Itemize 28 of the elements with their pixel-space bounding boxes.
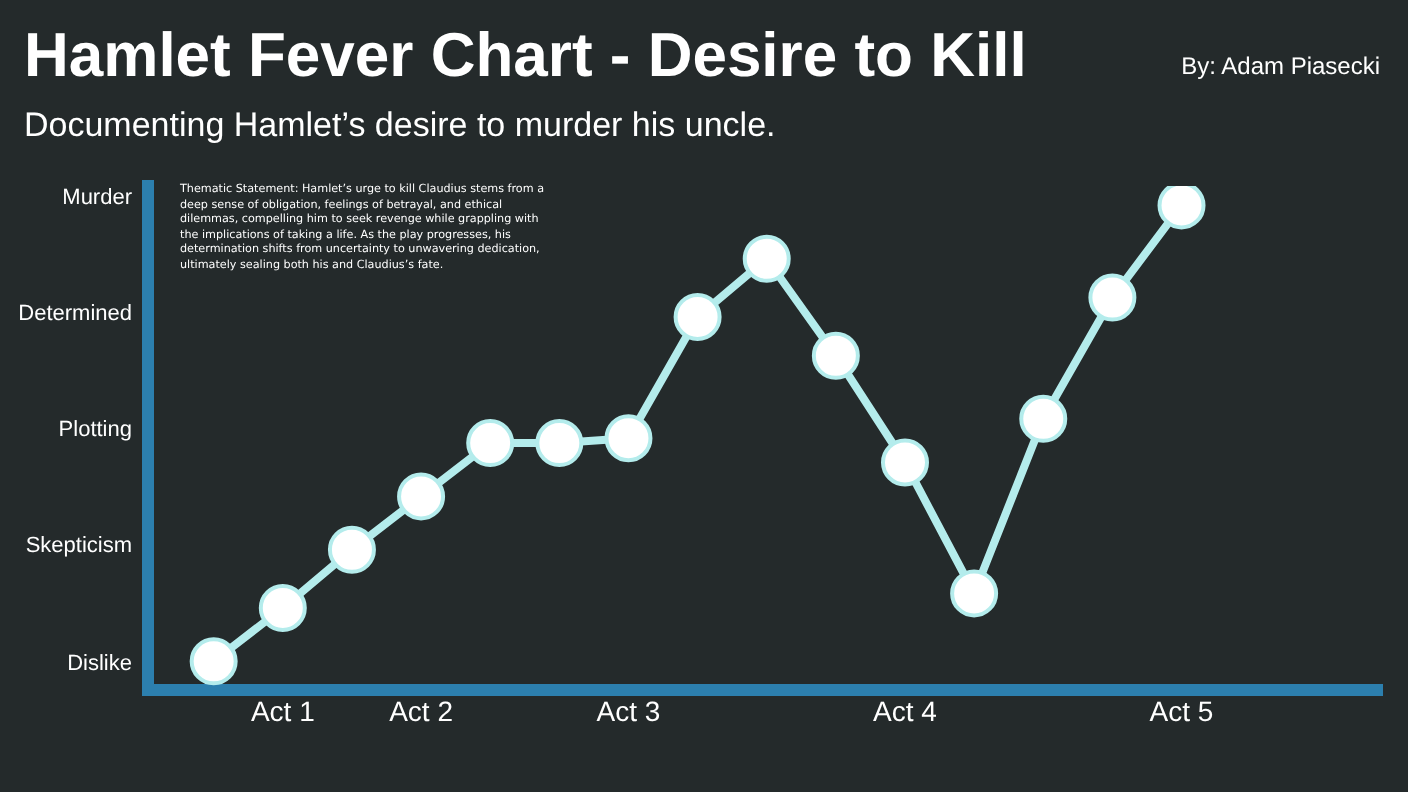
text: Murder xyxy=(62,186,132,210)
point xyxy=(466,419,515,468)
text: By: Adam Piasecki xyxy=(1181,52,1380,80)
point xyxy=(1157,186,1206,230)
x-tick-label: Act 5 xyxy=(1149,694,1214,727)
x-tick-label: Act 2 xyxy=(389,694,454,727)
text: Determined xyxy=(18,302,132,327)
point xyxy=(880,438,929,487)
point xyxy=(811,331,860,380)
point xyxy=(397,472,446,521)
text: Dislike xyxy=(67,651,132,676)
point xyxy=(950,569,999,618)
point xyxy=(535,419,584,468)
chart-subtitle: Documenting Hamlet’s desire to murder his uncle. xyxy=(24,106,776,146)
point xyxy=(1088,273,1137,322)
point xyxy=(742,234,791,283)
point xyxy=(673,292,722,341)
point xyxy=(327,525,376,574)
point xyxy=(604,414,653,463)
chart-title: Hamlet Fever Chart - Desire to Kill xyxy=(24,20,1027,92)
text: Skepticism xyxy=(25,534,132,559)
point xyxy=(1019,394,1068,443)
text: Plotting xyxy=(58,418,132,443)
point xyxy=(258,583,307,632)
point xyxy=(189,637,238,686)
x-tick-label: Act 3 xyxy=(596,694,661,727)
x-tick-label: Act 4 xyxy=(873,694,938,727)
x-tick-label: Act 1 xyxy=(250,694,316,727)
